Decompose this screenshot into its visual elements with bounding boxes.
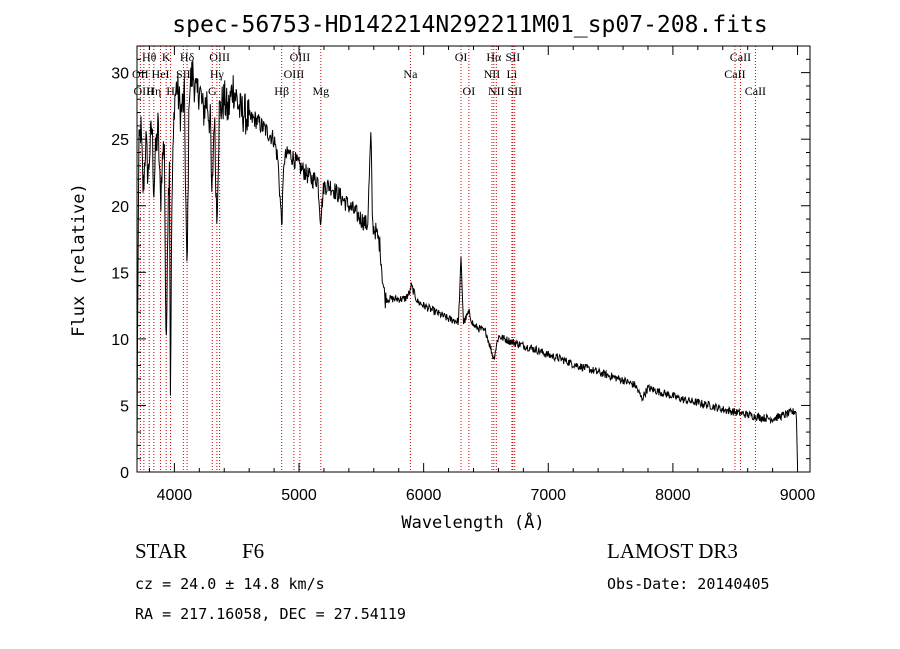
- spectral-line-label: OIII: [209, 50, 230, 64]
- y-tick-label: 30: [111, 66, 129, 83]
- x-tick-label: 8000: [655, 487, 691, 504]
- survey-name: LAMOST DR3: [607, 539, 738, 563]
- y-tick-label: 10: [111, 332, 129, 349]
- x-tick-label: 4000: [157, 487, 193, 504]
- y-axis-ticks: 0 5 10 15 20 25 30: [111, 45, 810, 482]
- spectral-line-label: CaII: [730, 50, 751, 64]
- spectral-line-label: Na: [403, 67, 418, 81]
- spectral-line-label: HeI: [152, 67, 170, 81]
- spectral-line-label: OI: [463, 84, 476, 98]
- spectral-line-label: OIII: [134, 84, 155, 98]
- spectrum-series-line: [136, 60, 798, 466]
- x-tick-label: 6000: [406, 487, 442, 504]
- spectral-line-label: CaII: [724, 67, 745, 81]
- spectral-line-label: SII: [506, 50, 521, 64]
- spectral-line-label: SII: [507, 84, 522, 98]
- x-axis-label: Wavelength (Å): [401, 511, 544, 533]
- spectral-line-label: SII: [176, 67, 191, 81]
- spectral-line-label: Hα: [486, 50, 502, 64]
- object-type: STAR: [135, 539, 187, 563]
- coordinates-readout: RA = 217.16058, DEC = 27.54119: [135, 605, 406, 623]
- plot-frame: [136, 45, 811, 473]
- x-tick-label: 7000: [530, 487, 566, 504]
- redshift-readout: cz = 24.0 ± 14.8 km/s: [135, 575, 325, 593]
- x-tick-label: 9000: [780, 487, 816, 504]
- y-tick-label: 25: [111, 132, 129, 149]
- spectral-line-label: H: [166, 84, 175, 98]
- spectral-line-label: OII: [132, 67, 149, 81]
- x-tick-label: 5000: [281, 487, 317, 504]
- spectral-line-label: OI: [455, 50, 468, 64]
- spectral-line-label: K: [162, 50, 171, 64]
- spectral-line-label: Hγ: [210, 67, 225, 81]
- spectral-line-label: Li: [507, 67, 518, 81]
- y-tick-label: 20: [111, 199, 129, 216]
- spectral-line-label: Mg: [312, 84, 329, 98]
- spectral-line-label: NII: [484, 67, 501, 81]
- spectral-line-label: OIII: [284, 67, 305, 81]
- spectral-line-label: OIII: [290, 50, 311, 64]
- spectral-line-label: Hδ: [180, 50, 195, 64]
- y-tick-label: 15: [111, 265, 129, 282]
- spectral-line-label: NII: [488, 84, 505, 98]
- spectral-line-label: CaII: [745, 84, 766, 98]
- spectral-line-label: G: [208, 84, 217, 98]
- spectral-line-label: Hθ: [142, 50, 157, 64]
- x-axis-ticks: 4000 5000 6000 7000 8000 9000: [148, 46, 816, 504]
- chart-title: spec-56753-HD142214N292211M01_sp07-208.f…: [172, 12, 767, 38]
- spectral-subclass: F6: [242, 539, 264, 563]
- y-tick-label: 5: [120, 398, 129, 415]
- y-axis-label: Flux (relative): [69, 183, 89, 337]
- spectral-line-label: Hη: [146, 84, 161, 98]
- spectral-line-label: Hβ: [274, 84, 289, 98]
- observation-date: Obs-Date: 20140405: [607, 575, 770, 593]
- y-tick-label: 0: [120, 465, 129, 482]
- spectral-line-markers: [139, 46, 756, 472]
